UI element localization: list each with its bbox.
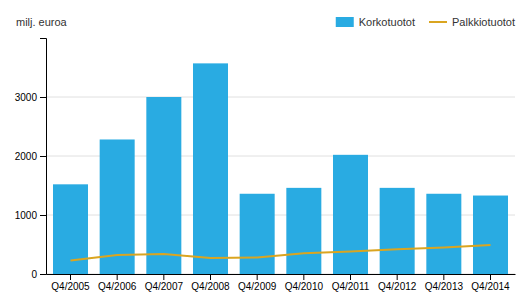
tick-label: 3000 [15, 92, 38, 103]
axis-label: milj. euroa [16, 16, 68, 28]
bar [286, 188, 321, 274]
tick: Q4/2005 [51, 274, 90, 292]
tick: Q4/2009 [238, 274, 277, 292]
tick: 0 [31, 269, 46, 280]
tick-mark [397, 274, 398, 280]
tick-label: 1000 [15, 210, 38, 221]
tick-label: Q4/2011 [332, 281, 370, 292]
grid-line [46, 97, 515, 98]
tick-label: Q4/2009 [238, 281, 277, 292]
tick-mark [70, 274, 71, 280]
legend-item: Korkotuotot [336, 16, 415, 28]
bar [193, 63, 228, 274]
bar [380, 188, 415, 274]
bar [426, 194, 461, 274]
legend-swatch [429, 21, 447, 23]
tick-mark [40, 274, 46, 275]
tick-label: Q4/2006 [98, 281, 137, 292]
tick-mark [117, 274, 118, 280]
tick: Q4/2011 [332, 274, 370, 292]
bar [240, 194, 275, 274]
bar [473, 196, 508, 274]
tick-label: Q4/2008 [191, 281, 230, 292]
tick: 2000 [15, 151, 46, 162]
tick: Q4/2006 [98, 274, 137, 292]
bar-series [53, 63, 508, 274]
tick: Q4/2008 [191, 274, 230, 292]
tick-label: Q4/2005 [51, 281, 90, 292]
tick-mark [210, 274, 211, 280]
tick-mark [40, 215, 46, 216]
tick-label: Q4/2013 [425, 281, 464, 292]
tick-mark [350, 274, 351, 280]
tick-label: Q4/2007 [145, 281, 184, 292]
tick-mark [303, 274, 304, 280]
tick-mark [40, 97, 46, 98]
tick-mark [257, 274, 258, 280]
grid [46, 97, 515, 274]
axis-line [40, 39, 47, 275]
tick-label: 2000 [15, 151, 38, 162]
plot: 0100020003000Q4/2005Q4/2006Q4/2007Q4/200… [15, 39, 516, 293]
tick: Q4/2012 [378, 274, 417, 292]
tick-label: Q4/2014 [471, 281, 510, 292]
tick-mark [443, 274, 444, 280]
tick-label: 0 [31, 269, 37, 280]
line [71, 245, 491, 260]
marks [53, 63, 508, 274]
legend-swatch [336, 17, 354, 27]
tick-mark [490, 274, 491, 280]
legend-label: Korkotuotot [359, 16, 415, 28]
tick: 1000 [15, 210, 46, 221]
bar [333, 155, 368, 274]
tick-mark [40, 156, 46, 157]
legend: Korkotuotot Palkkiotuotot [336, 16, 515, 28]
tick-label: Q4/2010 [285, 281, 324, 292]
chart: 0100020003000Q4/2005Q4/2006Q4/2007Q4/200… [0, 0, 529, 302]
tick: 3000 [15, 92, 46, 103]
bar [53, 184, 88, 274]
tick: Q4/2013 [425, 274, 464, 292]
x-axis: Q4/2005 Q4/2006 Q4/2007 Q4/2008 Q4/2009 Q4/20… [47, 274, 516, 292]
tick-label: Q4/2012 [378, 281, 417, 292]
tick: Q4/2014 [471, 274, 510, 292]
legend-item: Palkkiotuotot [429, 16, 515, 28]
tick-mark [163, 274, 164, 280]
bar [146, 97, 181, 274]
tick: Q4/2007 [145, 274, 184, 292]
y-axis: 0 1000 2000 3000 [15, 39, 47, 280]
legend-label: Palkkiotuotot [452, 16, 515, 28]
tick: Q4/2010 [285, 274, 324, 292]
